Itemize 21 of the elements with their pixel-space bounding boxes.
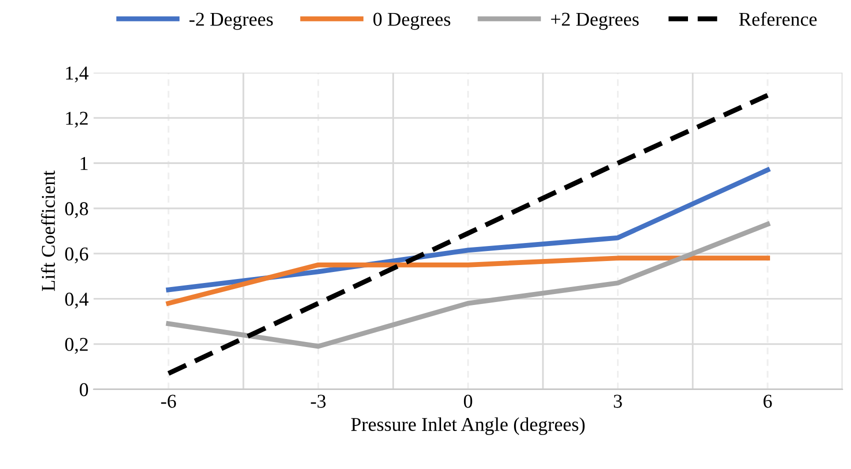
x-tick-label: -3 (310, 394, 326, 408)
x-tick-label: 3 (614, 394, 622, 408)
y-tick-label: 0,6 (65, 247, 88, 264)
x-tick-label: -6 (161, 394, 176, 408)
x-tick-label: 6 (764, 394, 772, 408)
legend-label: Reference (739, 12, 817, 26)
legend-label: 0 Degrees (373, 12, 450, 30)
y-tick-label: 0,4 (65, 292, 88, 309)
y-tick-label: 1 (80, 157, 88, 170)
y-tick-label: 1,4 (66, 66, 88, 82)
legend-label: +2 Degrees (551, 12, 639, 30)
line-series (166, 92, 770, 376)
legend-label: -2 Degrees (189, 12, 273, 30)
y-tick-label: 0,8 (65, 202, 88, 218)
y-tick-label: 0 (80, 383, 88, 396)
x-tick-label: 0 (464, 394, 472, 408)
y-tick-label: 0,2 (65, 338, 88, 354)
y-tick-label: 1,2 (66, 112, 88, 128)
y-axis-title: Lift Coefficient (41, 170, 55, 291)
line-series (166, 222, 770, 349)
x-axis-title: Pressure Inlet Angle (degrees) (351, 417, 585, 436)
